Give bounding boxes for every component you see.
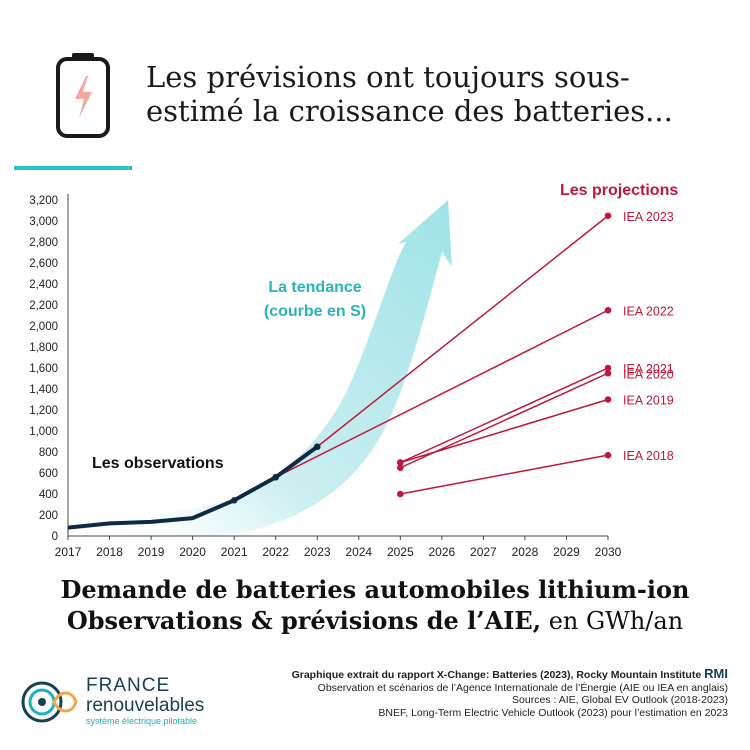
caption-unit: en GWh/an	[541, 607, 684, 635]
title-line-1: Les prévisions ont toujours sous-	[146, 60, 630, 94]
y-tick-label: 2,400	[29, 279, 58, 291]
rmi-logo: RMI	[704, 666, 728, 681]
projection-end-point	[604, 451, 612, 459]
y-tick-label: 3,200	[29, 195, 58, 207]
y-tick-label: 1,600	[29, 363, 58, 375]
source-report: Graphique extrait du rapport X-Change: B…	[291, 669, 702, 681]
x-tick-label: 2018	[96, 545, 123, 559]
projection-start-point	[397, 464, 404, 472]
x-tick-label: 2021	[221, 545, 248, 559]
observations-label: Les observations	[92, 455, 224, 472]
observation-point	[272, 474, 279, 481]
projection-line	[316, 215, 609, 448]
projection-label: IEA 2019	[623, 394, 674, 408]
projection-line	[275, 309, 609, 478]
x-tick-label: 2028	[512, 545, 539, 559]
y-tick-label: 2,000	[29, 321, 58, 333]
caption-line-2: Observations & prévisions de l’AIE, en G…	[0, 605, 750, 637]
projections-label: Les projections	[560, 182, 678, 199]
lightning-bolt-icon	[75, 76, 92, 118]
y-tick-label: 400	[39, 489, 58, 501]
projection-label: IEA 2022	[623, 304, 674, 318]
projection-end-point	[604, 364, 612, 372]
y-tick-label: 200	[39, 510, 58, 522]
projection-label: IEA 2021	[623, 362, 674, 376]
page-title: Les prévisions ont toujours sous- estimé…	[146, 60, 706, 128]
logo-line-2: renouvelables	[86, 695, 205, 716]
projection-label: IEA 2018	[623, 449, 674, 463]
logo-line-1: FRANCE	[86, 675, 171, 696]
projection-line	[399, 367, 609, 464]
observation-point	[230, 497, 238, 504]
x-tick-label: 2030	[595, 545, 622, 559]
source-line-4: BNEF, Long-Term Electric Vehicle Outlook…	[378, 706, 728, 719]
y-tick-label: 2,600	[29, 258, 58, 270]
projection-end-point	[604, 306, 612, 314]
x-tick-label: 2022	[262, 545, 289, 559]
title-line-2: estimé la croissance des batteries...	[146, 94, 673, 128]
observation-point	[314, 443, 321, 450]
logo-mark-icon	[21, 681, 78, 723]
france-renouvelables-logo: FRANCE renouvelables système électrique …	[20, 676, 240, 728]
x-tick-label: 2024	[345, 545, 372, 559]
caption-line-1: Demande de batteries automobiles lithium…	[60, 575, 690, 604]
y-tick-label: 2,800	[29, 237, 58, 249]
projection-label: IEA 2023	[623, 210, 674, 224]
y-tick-label: 0	[52, 531, 58, 543]
y-tick-label: 600	[39, 468, 58, 480]
projection-end-point	[604, 212, 612, 220]
logo-tagline: système électrique pilotable	[86, 716, 198, 726]
x-tick-label: 2025	[387, 545, 414, 559]
projection-line	[400, 398, 609, 464]
projection-end-point	[604, 369, 612, 377]
projection-start-point	[397, 459, 404, 466]
projection-start-point	[397, 490, 404, 498]
x-tick-label: 2023	[304, 545, 331, 559]
trend-label-line-2: (courbe en S)	[264, 303, 366, 320]
trend-label-line-1: La tendance	[268, 279, 361, 296]
x-tick-label: 2017	[55, 545, 82, 559]
source-notes: Graphique extrait du rapport X-Change: B…	[248, 666, 728, 719]
projection-label: IEA 2020	[623, 367, 674, 381]
chart-caption: Demande de batteries automobiles lithium…	[0, 574, 750, 637]
accent-divider	[14, 166, 132, 170]
trend-arrow	[70, 200, 452, 537]
y-tick-label: 1,400	[29, 384, 58, 396]
y-tick-label: 1,000	[29, 426, 58, 438]
x-tick-label: 2027	[470, 545, 497, 559]
source-line-2: Observation et scénarios de l’Agence Int…	[317, 681, 728, 694]
y-tick-label: 1,800	[29, 342, 58, 354]
source-line-3: Sources : AIE, Global EV Outlook (2018-2…	[512, 694, 728, 706]
battery-demand-chart: 0 200 400 600 800 1,000 1,200 1,400 1,600 1,800 2,…	[29, 182, 678, 559]
battery-icon	[56, 53, 110, 138]
x-tick-label: 2029	[553, 545, 580, 559]
y-tick-label: 2,200	[29, 300, 58, 312]
projection-end-point	[604, 396, 612, 403]
x-tick-label: 2020	[179, 545, 206, 559]
x-tick-label: 2026	[428, 545, 455, 559]
y-tick-label: 3,000	[29, 216, 58, 228]
y-tick-label: 800	[39, 447, 58, 459]
caption-line-2-main: Observations & prévisions de l’AIE,	[66, 606, 542, 635]
projection-line	[400, 454, 609, 495]
x-tick-label: 2019	[138, 545, 165, 559]
y-tick-label: 1,200	[29, 405, 58, 417]
